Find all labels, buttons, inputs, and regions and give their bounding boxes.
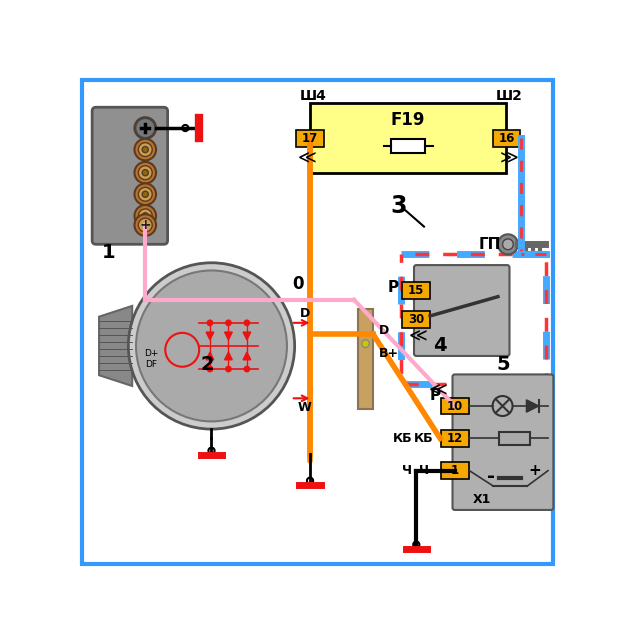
Text: 10: 10 (446, 399, 463, 413)
Circle shape (135, 205, 156, 227)
Polygon shape (243, 332, 250, 340)
Text: W: W (298, 401, 311, 414)
Text: 30: 30 (408, 313, 425, 326)
Circle shape (135, 183, 156, 205)
Circle shape (136, 271, 287, 422)
Text: КБ: КБ (393, 432, 412, 445)
Text: Ш4: Ш4 (299, 89, 327, 103)
Text: +: + (529, 463, 541, 478)
Polygon shape (243, 352, 250, 360)
Circle shape (244, 366, 250, 372)
Bar (441, 462, 469, 479)
Circle shape (128, 263, 294, 429)
Circle shape (413, 541, 419, 548)
Text: ≪: ≪ (298, 149, 316, 167)
Circle shape (207, 320, 213, 326)
Circle shape (503, 239, 513, 250)
Text: Р: Р (430, 388, 441, 403)
Circle shape (142, 169, 148, 176)
Circle shape (307, 478, 313, 483)
FancyBboxPatch shape (92, 107, 167, 245)
Text: В+: В+ (379, 347, 399, 360)
Circle shape (135, 117, 156, 139)
Text: ≪: ≪ (409, 327, 427, 346)
Text: Ч: Ч (402, 464, 412, 477)
Circle shape (244, 320, 250, 326)
Text: Х1: Х1 (472, 494, 491, 506)
Circle shape (142, 125, 148, 131)
Circle shape (142, 213, 148, 219)
Circle shape (142, 147, 148, 153)
Text: D: D (379, 324, 389, 337)
Text: 4: 4 (433, 336, 446, 355)
Circle shape (138, 209, 152, 223)
Text: 3: 3 (391, 194, 407, 218)
Text: ≫: ≫ (500, 149, 519, 167)
Circle shape (135, 214, 156, 236)
Text: 15: 15 (408, 284, 425, 297)
Circle shape (142, 191, 148, 197)
Circle shape (138, 121, 152, 135)
Text: D+: D+ (144, 349, 159, 358)
Circle shape (138, 143, 152, 157)
Text: 1: 1 (102, 243, 115, 262)
Bar (402, 282, 430, 299)
Text: D: D (299, 307, 310, 320)
Text: ГП: ГП (479, 237, 502, 252)
Text: DF: DF (146, 360, 157, 369)
Bar (441, 430, 469, 447)
Text: 12: 12 (446, 432, 463, 445)
Bar (441, 397, 469, 415)
Polygon shape (206, 352, 214, 360)
Bar (310, 103, 507, 173)
Polygon shape (224, 332, 232, 340)
Circle shape (208, 448, 215, 454)
Circle shape (135, 139, 156, 161)
Polygon shape (99, 306, 132, 386)
Polygon shape (206, 332, 214, 340)
Circle shape (361, 340, 370, 347)
Text: +: + (140, 218, 151, 232)
Text: ≪: ≪ (428, 382, 447, 399)
Text: F19: F19 (391, 111, 425, 129)
Text: Ш2: Ш2 (496, 89, 523, 103)
Text: 1: 1 (451, 464, 459, 477)
Bar (492, 129, 520, 147)
Bar (296, 129, 324, 147)
Circle shape (138, 187, 152, 201)
Text: КБ: КБ (414, 432, 434, 445)
FancyBboxPatch shape (414, 265, 510, 356)
Text: Р: Р (388, 280, 399, 295)
Circle shape (135, 118, 155, 138)
Circle shape (207, 366, 213, 372)
Circle shape (226, 366, 231, 372)
Bar (500, 432, 530, 445)
Circle shape (182, 125, 188, 131)
Bar (391, 139, 425, 153)
Text: 0: 0 (292, 275, 303, 294)
Circle shape (226, 320, 231, 326)
FancyBboxPatch shape (453, 375, 554, 510)
Bar (402, 311, 430, 328)
Bar (358, 309, 373, 409)
Text: 17: 17 (302, 131, 318, 145)
Polygon shape (526, 400, 539, 412)
Circle shape (135, 162, 156, 183)
Circle shape (138, 218, 152, 232)
Text: 5: 5 (496, 355, 510, 374)
Bar (401, 254, 546, 385)
Text: Ч: Ч (419, 464, 429, 477)
Text: 16: 16 (498, 131, 515, 145)
Text: 2: 2 (201, 355, 215, 374)
Text: -: - (487, 467, 495, 486)
Circle shape (498, 234, 518, 254)
Circle shape (138, 166, 152, 180)
Polygon shape (224, 352, 232, 360)
Bar (401, 254, 546, 385)
